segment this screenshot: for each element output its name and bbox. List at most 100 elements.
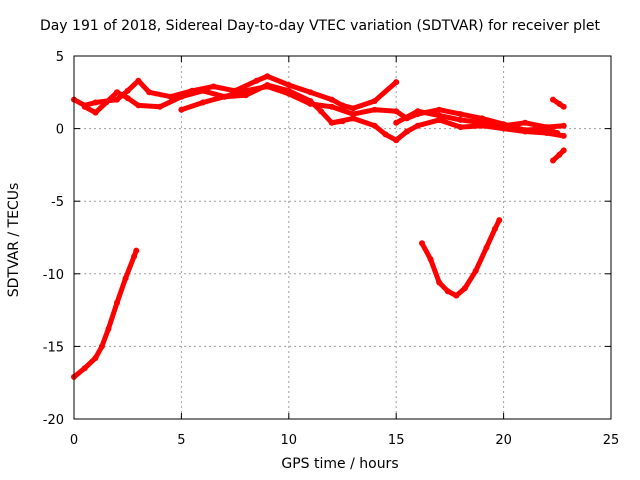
data-point [393, 119, 400, 126]
data-point [318, 108, 324, 115]
data-point [560, 147, 567, 154]
x-axis-label: GPS time / hours [281, 456, 399, 472]
x-tick-label: 25 [603, 433, 620, 448]
data-point [436, 116, 443, 123]
data-point [479, 119, 486, 126]
data-point [135, 102, 142, 109]
data-point [550, 96, 556, 103]
data-point [146, 89, 153, 96]
data-point [393, 137, 400, 144]
data-point [414, 108, 421, 115]
data-point [307, 100, 314, 107]
data-point [131, 253, 138, 260]
data-point [550, 157, 556, 164]
data-point [453, 292, 460, 299]
x-tick-label: 20 [495, 433, 512, 448]
data-point [199, 99, 206, 106]
data-point [492, 225, 498, 232]
data-point [114, 89, 120, 96]
data-point [496, 217, 503, 224]
data-point [92, 109, 99, 116]
data-point [522, 128, 529, 135]
data-point [339, 102, 346, 109]
data-point [135, 77, 142, 84]
data-point [285, 82, 292, 88]
data-point [403, 128, 410, 135]
data-point [124, 95, 131, 102]
y-tick-label: -10 [43, 268, 64, 283]
data-series [71, 73, 567, 380]
data-point [253, 77, 260, 84]
series-arc-low-2 [419, 217, 502, 299]
data-point [285, 90, 292, 97]
plot-frame [73, 55, 612, 420]
data-point [560, 103, 567, 110]
data-point [133, 247, 140, 254]
data-point [457, 124, 464, 131]
data-point [461, 285, 468, 292]
data-point [124, 87, 131, 94]
grid-lines [74, 56, 611, 419]
data-point [479, 115, 486, 122]
data-point [105, 326, 112, 332]
data-point [560, 122, 567, 129]
x-tick-label: 10 [281, 433, 298, 448]
data-point [457, 116, 464, 123]
data-point [210, 83, 217, 90]
series-arc-low-1 [71, 248, 139, 380]
y-tick-label: -20 [43, 413, 64, 428]
data-point [92, 99, 99, 106]
axis-ticks: 0 5 10 15 20 25 -20 -15 -10 -5 0 5 [43, 50, 620, 448]
data-point [114, 299, 120, 306]
data-point [350, 105, 357, 112]
data-point [543, 130, 550, 136]
data-point [444, 288, 451, 295]
x-tick-label: 5 [177, 433, 185, 448]
data-point [264, 83, 271, 90]
data-point [199, 87, 206, 94]
data-point [328, 103, 335, 110]
data-point [264, 73, 271, 80]
data-point [427, 256, 434, 263]
data-point [81, 365, 88, 372]
data-point [393, 108, 400, 115]
data-point [98, 343, 105, 350]
x-tick-label: 0 [70, 433, 78, 448]
data-point [122, 275, 129, 282]
data-point [178, 93, 185, 100]
data-point [483, 244, 490, 251]
data-point [242, 87, 249, 94]
data-point [221, 93, 228, 100]
data-point [382, 131, 389, 138]
data-point [92, 355, 99, 361]
data-point [543, 124, 550, 131]
data-point [522, 119, 529, 126]
data-point [371, 106, 378, 113]
y-tick-label: 5 [56, 50, 64, 65]
data-point [350, 115, 357, 122]
chart-title: Day 191 of 2018, Sidereal Day-to-day VTE… [39, 18, 601, 34]
data-point [419, 240, 425, 247]
data-point [178, 106, 185, 113]
data-point [167, 93, 174, 100]
data-point [81, 103, 88, 110]
data-point [103, 99, 110, 106]
data-point [436, 279, 443, 286]
data-point [156, 103, 163, 110]
data-point [371, 122, 378, 129]
data-point [457, 111, 464, 118]
data-point [560, 132, 567, 139]
y-tick-label: -15 [43, 340, 64, 355]
data-point [328, 119, 335, 126]
data-point [556, 100, 563, 107]
data-point [371, 98, 378, 104]
data-point [556, 151, 563, 158]
data-point [436, 106, 443, 113]
data-point [414, 122, 421, 129]
y-tick-label: 0 [56, 123, 64, 138]
y-tick-label: -5 [51, 195, 64, 210]
data-point [307, 89, 314, 96]
data-point [328, 96, 335, 103]
data-point [436, 112, 443, 119]
